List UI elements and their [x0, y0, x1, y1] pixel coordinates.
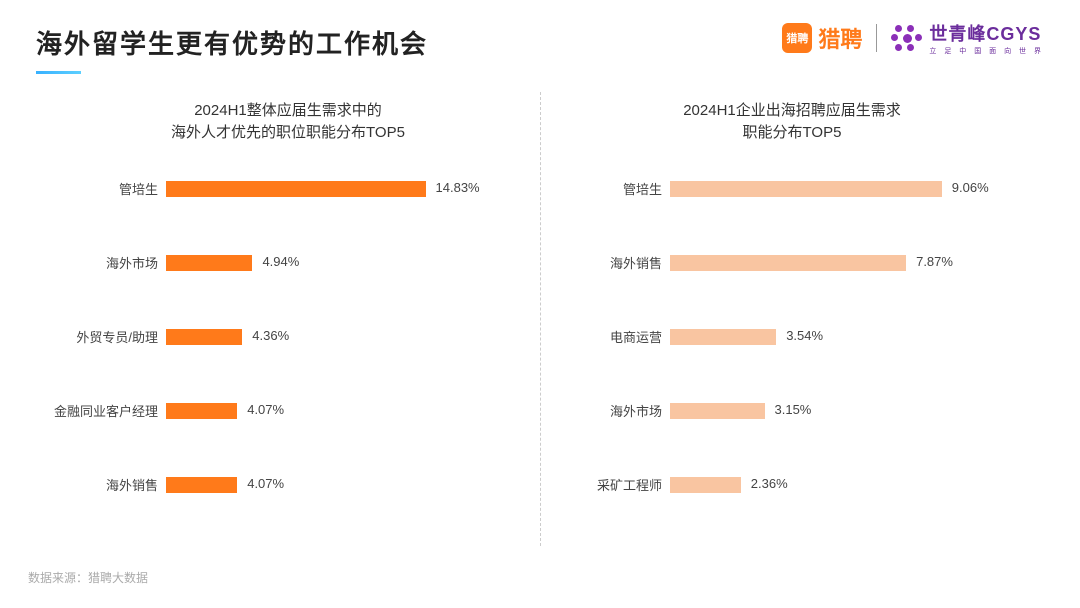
liepin-icon: 猎聘 — [782, 23, 812, 53]
bar-value-label: 3.54% — [786, 328, 823, 343]
bar-category-label: 管培生 — [50, 179, 166, 198]
bar-row: 电商运营 3.54% — [554, 320, 1034, 354]
bar-row: 海外销售 4.07% — [50, 468, 530, 502]
bar-category-label: 外贸专员/助理 — [50, 327, 166, 346]
slide: 海外留学生更有优势的工作机会 猎聘 猎聘 世青峰CGYS 立 足 中 国 面 向… — [0, 0, 1080, 608]
bar-fill — [670, 181, 942, 197]
bar-fill — [670, 329, 776, 345]
bar-row: 海外市场 4.94% — [50, 246, 530, 280]
bar-track: 4.07% — [166, 403, 530, 419]
bar-track: 4.94% — [166, 255, 530, 271]
right-chart-title: 2024H1企业出海招聘应届生需求 职能分布TOP5 — [550, 100, 1034, 144]
bar-category-label: 采矿工程师 — [554, 475, 670, 494]
bar-fill — [166, 255, 252, 271]
bar-track: 3.54% — [670, 329, 1034, 345]
bar-track: 4.36% — [166, 329, 530, 345]
right-bars: 管培生 9.06% 海外销售 7.87% 电商运营 3.54% 海外市场 3.15% 采矿工程师… — [550, 172, 1034, 502]
bar-track: 7.87% — [670, 255, 1034, 271]
bar-value-label: 4.36% — [252, 328, 289, 343]
bar-row: 采矿工程师 2.36% — [554, 468, 1034, 502]
left-title-l1: 2024H1整体应届生需求中的 — [194, 102, 382, 119]
left-panel: 2024H1整体应届生需求中的 海外人才优先的职位职能分布TOP5 管培生 14.… — [36, 100, 540, 560]
bar-fill — [670, 403, 765, 419]
right-panel: 2024H1企业出海招聘应届生需求 职能分布TOP5 管培生 9.06% 海外销售 7… — [540, 100, 1044, 560]
bar-track: 3.15% — [670, 403, 1034, 419]
bar-row: 海外市场 3.15% — [554, 394, 1034, 428]
cgys-main: 世青峰CGYS — [929, 20, 1044, 46]
right-title-l1: 2024H1企业出海招聘应届生需求 — [683, 102, 901, 119]
bar-value-label: 14.83% — [436, 180, 480, 195]
bar-track: 14.83% — [166, 181, 530, 197]
bar-category-label: 海外市场 — [50, 253, 166, 272]
cgys-logo: 世青峰CGYS 立 足 中 国 面 向 世 界 — [891, 20, 1044, 56]
left-title-l2: 海外人才优先的职位职能分布TOP5 — [171, 124, 405, 141]
liepin-logo: 猎聘 猎聘 — [782, 22, 862, 54]
bar-row: 海外销售 7.87% — [554, 246, 1034, 280]
bar-row: 金融同业客户经理 4.07% — [50, 394, 530, 428]
bar-row: 管培生 14.83% — [50, 172, 530, 206]
bar-category-label: 金融同业客户经理 — [50, 401, 166, 420]
bar-value-label: 2.36% — [751, 476, 788, 491]
bar-value-label: 9.06% — [952, 180, 989, 195]
liepin-text: 猎聘 — [818, 22, 862, 54]
bar-category-label: 海外市场 — [554, 401, 670, 420]
title-underline — [36, 71, 81, 74]
logo-bar: 猎聘 猎聘 世青峰CGYS 立 足 中 国 面 向 世 界 — [782, 20, 1044, 56]
bar-fill — [166, 329, 242, 345]
cgys-sub: 立 足 中 国 面 向 世 界 — [929, 46, 1044, 56]
logo-divider — [876, 24, 877, 52]
bar-row: 外贸专员/助理 4.36% — [50, 320, 530, 354]
bar-value-label: 4.07% — [247, 402, 284, 417]
left-bars: 管培生 14.83% 海外市场 4.94% 外贸专员/助理 4.36% 金融同业客户经理 4.… — [46, 172, 530, 502]
bar-row: 管培生 9.06% — [554, 172, 1034, 206]
bar-track: 9.06% — [670, 181, 1034, 197]
bar-track: 4.07% — [166, 477, 530, 493]
bar-fill — [670, 477, 741, 493]
bar-category-label: 电商运营 — [554, 327, 670, 346]
data-source: 数据来源：猎聘大数据 — [28, 569, 148, 586]
bar-value-label: 3.15% — [775, 402, 812, 417]
center-divider — [540, 92, 541, 546]
bar-category-label: 管培生 — [554, 179, 670, 198]
right-title-l2: 职能分布TOP5 — [743, 124, 842, 141]
bar-fill — [166, 181, 426, 197]
bar-value-label: 4.07% — [247, 476, 284, 491]
bar-fill — [166, 477, 237, 493]
bar-fill — [670, 255, 906, 271]
bar-value-label: 4.94% — [262, 254, 299, 269]
bar-value-label: 7.87% — [916, 254, 953, 269]
bar-track: 2.36% — [670, 477, 1034, 493]
cgys-icon — [891, 25, 923, 51]
bar-fill — [166, 403, 237, 419]
left-chart-title: 2024H1整体应届生需求中的 海外人才优先的职位职能分布TOP5 — [46, 100, 530, 144]
bar-category-label: 海外销售 — [554, 253, 670, 272]
bar-category-label: 海外销售 — [50, 475, 166, 494]
